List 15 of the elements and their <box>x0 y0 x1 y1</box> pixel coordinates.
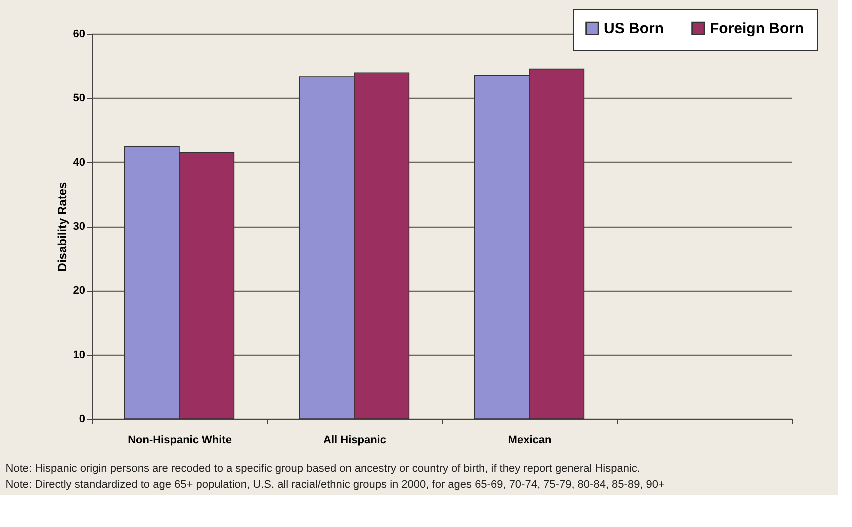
text: Note: Hispanic origin persons are recoded to a specific group based on ancestry or country of birth, if they report general Hispanic. <box>6 463 640 475</box>
x-tick-label: All Hispanic <box>324 434 386 446</box>
x-tick-label: Mexican <box>508 434 552 446</box>
y-axis-title: Disability Rates <box>55 182 70 272</box>
text: Note: Directly standardized to age 65+ population, U.S. all racial/ethnic groups in 2000, for ages 65-69, 70-74, 75-79, 80-84, 85-89, 90+ <box>6 479 665 491</box>
y-tick-label: 0 <box>79 414 86 426</box>
y-tick-label: 10 <box>73 349 86 362</box>
y-tick-label: 30 <box>73 221 86 233</box>
legend-label: US Born <box>604 20 664 38</box>
y-tick-label: 20 <box>73 285 86 298</box>
y-tick-label: 60 <box>73 28 86 40</box>
y-tick-label: 40 <box>73 156 86 169</box>
x-tick-label: Non-Hispanic White <box>128 434 232 446</box>
legend-label: Foreign Born <box>710 20 804 38</box>
y-tick-label: 50 <box>73 92 86 105</box>
